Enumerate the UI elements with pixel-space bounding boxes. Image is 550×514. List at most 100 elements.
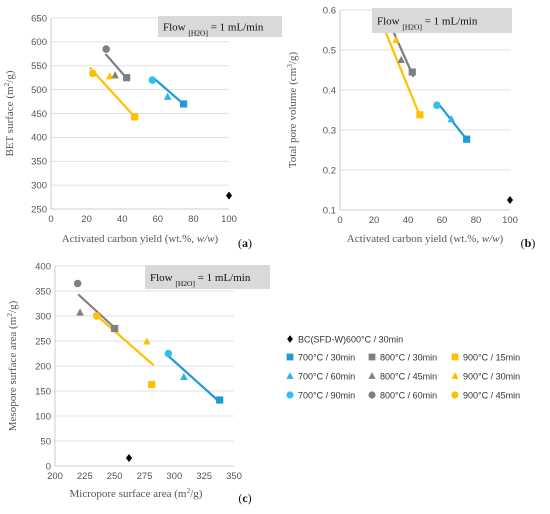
legend-label: 700°C / 60min: [298, 372, 355, 382]
x-tick-label: 100: [502, 215, 518, 226]
data-point-900-15: [416, 111, 424, 119]
data-point-bc: [506, 196, 514, 204]
y-tick-label: 350: [35, 286, 51, 297]
legend-marker-800-30: [368, 353, 376, 361]
legend-marker-700-90: [286, 391, 294, 399]
data-point-900-30: [143, 337, 151, 345]
y-tick-label: 250: [31, 204, 47, 215]
trendline: [167, 354, 221, 404]
legend-label: 900°C / 15min: [463, 353, 520, 363]
y-tick-label: 0: [46, 461, 51, 472]
legend-label: 800°C / 30min: [380, 353, 437, 363]
x-tick-label: 0: [337, 215, 342, 226]
data-point-700-90: [433, 101, 441, 109]
legend-label: 700°C / 90min: [298, 391, 355, 401]
x-tick-label: 350: [226, 471, 242, 482]
y-tick-label: 400: [35, 261, 51, 272]
x-tick-label: 100: [221, 214, 237, 225]
y-tick-label: 0.4: [323, 85, 336, 96]
panel-label: (a): [238, 236, 252, 250]
x-tick-label: 225: [77, 471, 93, 482]
data-point-bc: [125, 454, 133, 462]
x-tick-label: 325: [196, 471, 212, 482]
legend-marker-900-15: [451, 353, 459, 361]
y-tick-label: 400: [31, 133, 47, 144]
data-point-900-15: [131, 113, 139, 121]
trendline: [89, 67, 136, 118]
x-tick-label: 20: [369, 215, 380, 226]
y-tick-label: 450: [31, 109, 47, 120]
y-tick-label: 0.3: [323, 125, 336, 136]
data-point-700-90: [164, 349, 173, 358]
flow-annotation-box: [158, 16, 282, 37]
y-axis-label: BET surface (m2/g): [2, 70, 17, 156]
y-tick-label: 650: [31, 13, 47, 24]
y-tick-label: 0.1: [323, 205, 336, 216]
data-point-700-90: [148, 76, 157, 84]
data-point-700-60: [447, 115, 456, 123]
x-tick-label: 275: [137, 471, 153, 482]
legend-label: BC(SFD-W)600°C / 30min: [298, 335, 403, 345]
y-axis-label: Mesopore surface area (m2/g): [5, 300, 20, 431]
panel-label: (c): [238, 491, 251, 505]
flow-annotation-box: [372, 8, 512, 33]
y-tick-label: 0.6: [323, 5, 336, 16]
y-tick-label: 0.2: [323, 165, 336, 176]
y-tick-label: 550: [31, 61, 47, 72]
legend-marker-900-30: [451, 372, 459, 379]
legend-marker-700-30: [286, 353, 294, 361]
panel-label: (b): [521, 236, 536, 250]
legend: BC(SFD-W)600°C / 30min 700°C / 30min 800°C…: [286, 335, 520, 401]
legend-label: 700°C / 30min: [298, 353, 355, 363]
data-point-800-45: [111, 71, 119, 79]
y-tick-label: 300: [31, 180, 47, 191]
legend-label: 900°C / 30min: [463, 372, 520, 382]
x-tick-label: 250: [107, 471, 123, 482]
legend-marker-900-45: [451, 391, 459, 399]
y-axis-label: Total pore volume (cm3/g): [285, 52, 300, 169]
data-point-700-30: [216, 396, 224, 404]
x-tick-label: 200: [47, 471, 63, 482]
legend-marker-800-45: [368, 372, 376, 379]
chart-panel-c: 0 50 100 150 200 250 300 350 400 200 225 250 275 300 3…: [5, 261, 270, 505]
flow-annotation-text: Flow [H2O] = 1 mL/min: [163, 22, 264, 38]
x-tick-label: 0: [48, 214, 53, 225]
legend-label: 800°C / 60min: [380, 391, 437, 401]
x-axis-label: Activated carbon yield (wt.%, w/w): [62, 233, 219, 245]
data-point-800-60: [102, 45, 110, 53]
data-point-900-45: [92, 312, 101, 320]
legend-marker-bc: [287, 335, 293, 343]
data-point-800-30: [123, 74, 131, 82]
x-tick-label: 80: [188, 214, 199, 225]
data-point-900-15: [148, 380, 156, 389]
y-tick-label: 600: [31, 37, 47, 48]
x-tick-label: 80: [471, 215, 482, 226]
y-tick-label: 500: [31, 85, 47, 96]
flow-annotation-text: Flow [H2O] = 1 mL/min: [377, 16, 478, 32]
data-point-900-30: [392, 35, 400, 44]
data-point-800-60: [73, 279, 82, 288]
data-point-800-45: [397, 55, 405, 64]
data-point-800-30: [111, 324, 119, 333]
y-tick-label: 50: [40, 436, 51, 447]
y-tick-label: 200: [35, 361, 51, 372]
data-point-bc: [225, 191, 233, 200]
y-tick-label: 0.5: [323, 45, 336, 56]
legend-marker-800-60: [368, 391, 376, 399]
data-point-900-30: [105, 72, 114, 80]
trendline: [93, 312, 154, 366]
legend-label: 800°C / 45min: [380, 372, 437, 382]
chart-panel-b: 0.1 0.2 0.3 0.4 0.5 0.6 0 20 40 60 80 100 Flow [H2O]…: [285, 5, 536, 250]
x-tick-label: 60: [153, 214, 164, 225]
y-tick-label: 250: [35, 336, 51, 347]
data-point-700-60: [180, 372, 188, 381]
trendline: [153, 77, 186, 107]
x-axis-label: Micropore surface area (m2/g): [70, 486, 203, 501]
y-tick-label: 300: [35, 311, 51, 322]
legend-marker-700-60: [286, 372, 294, 379]
x-tick-label: 20: [81, 214, 92, 225]
chart-panel-a: 250 300 350 400 450 500 550 600 650 0 20 40 60 80 100 F…: [2, 13, 282, 250]
y-tick-label: 350: [31, 157, 47, 168]
x-tick-label: 40: [117, 214, 128, 225]
